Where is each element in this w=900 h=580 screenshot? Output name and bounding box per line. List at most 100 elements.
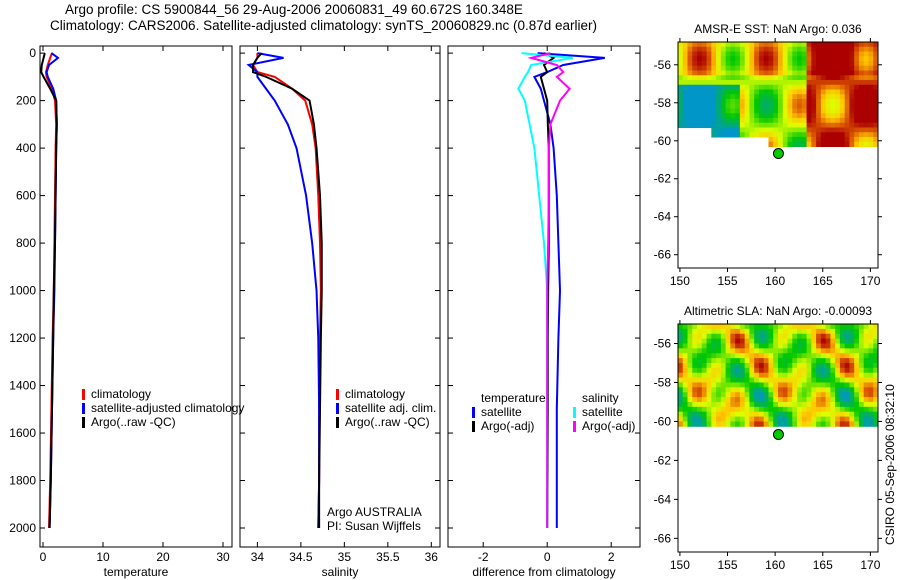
map-cell xyxy=(716,127,722,133)
map-cell xyxy=(806,103,812,110)
series-line-temperature-satellite xyxy=(532,52,605,529)
map-cell xyxy=(768,51,774,57)
map-cell xyxy=(801,127,808,133)
map-cell xyxy=(735,387,741,393)
map-cell xyxy=(739,406,746,413)
map-cell xyxy=(849,84,855,91)
map-cell xyxy=(868,56,874,62)
map-cell xyxy=(873,103,879,110)
map-cell xyxy=(835,387,841,393)
map-cell xyxy=(768,343,774,349)
map-cell xyxy=(844,377,850,383)
map-cell xyxy=(782,108,789,114)
map-cell xyxy=(697,328,703,335)
map-cell xyxy=(801,94,808,100)
map-cell xyxy=(778,108,784,114)
map-cell xyxy=(749,46,755,53)
map-cell xyxy=(758,362,765,369)
map-cell xyxy=(844,56,850,62)
map-cell xyxy=(820,117,827,124)
map-cell xyxy=(830,353,836,359)
map-cell xyxy=(849,358,855,364)
map-cell xyxy=(758,113,765,119)
map-cell xyxy=(863,122,869,129)
map-cell xyxy=(720,343,727,349)
map-cell xyxy=(863,416,869,422)
map-cell xyxy=(825,382,831,388)
map-cell xyxy=(711,333,717,340)
map-cell xyxy=(782,353,789,359)
map-cell xyxy=(830,333,836,340)
map-cell xyxy=(773,338,779,344)
map-cell xyxy=(792,333,798,340)
map-cell xyxy=(720,392,727,398)
map-cell xyxy=(706,108,712,114)
map-cell xyxy=(792,42,798,48)
plot-frame xyxy=(39,45,233,548)
map-cell xyxy=(720,328,727,335)
map-cell xyxy=(739,117,746,124)
map-cell xyxy=(678,324,684,330)
map-cell xyxy=(839,132,846,138)
map-cell xyxy=(682,367,689,374)
map-cell xyxy=(873,421,879,427)
map-cell xyxy=(792,56,798,62)
map-cell xyxy=(692,46,698,53)
map-cell xyxy=(782,103,789,110)
map-cell xyxy=(830,397,836,403)
map-cell xyxy=(868,94,874,100)
map-cell xyxy=(725,60,731,67)
x-tick-label: 0 xyxy=(544,550,551,564)
map-cell xyxy=(773,411,779,418)
map-cell xyxy=(744,324,750,330)
map-cell xyxy=(725,84,731,91)
map-cell xyxy=(801,421,808,427)
map-cell xyxy=(739,127,746,133)
map-cell xyxy=(858,94,865,100)
map-cell xyxy=(720,132,727,138)
map-cell xyxy=(811,358,817,364)
map-cell xyxy=(711,42,717,48)
map-cell xyxy=(782,377,789,383)
map-cell xyxy=(854,401,860,408)
map-cell xyxy=(839,382,846,388)
map-cell xyxy=(701,362,708,369)
map-cell xyxy=(687,56,693,62)
map-cell xyxy=(701,122,708,129)
map-cell xyxy=(758,42,765,48)
map-cell xyxy=(744,94,750,100)
map-cell xyxy=(701,411,708,418)
map-cell xyxy=(820,416,827,422)
map-cell xyxy=(816,122,822,129)
map-cell xyxy=(687,84,693,91)
map-cell xyxy=(820,136,827,143)
y-tick-label: -62 xyxy=(654,172,672,186)
map-cell xyxy=(701,416,708,422)
map-cell xyxy=(830,127,836,133)
map-cell xyxy=(768,84,774,91)
map-cell xyxy=(806,113,812,119)
map-cell xyxy=(849,353,855,359)
annotation-text: Argo AUSTRALIA xyxy=(327,505,422,519)
map-cell xyxy=(868,65,874,72)
legend-label: climatology xyxy=(91,387,151,401)
map-cell xyxy=(858,60,865,67)
legend-swatch xyxy=(82,389,85,400)
map-cell xyxy=(844,338,850,344)
map-cell xyxy=(701,392,708,398)
map-cell xyxy=(835,348,841,354)
map-cell xyxy=(716,401,722,408)
map-cell xyxy=(806,377,812,383)
map-cell xyxy=(825,56,831,62)
map-cell xyxy=(778,401,784,408)
map-cell xyxy=(735,46,741,53)
y-tick-label: -62 xyxy=(654,453,672,467)
map-cell xyxy=(697,392,703,398)
map-cell xyxy=(873,382,879,388)
map-cell xyxy=(868,98,874,105)
map-cell xyxy=(858,117,865,124)
map-cell xyxy=(839,372,846,379)
map-cell xyxy=(830,113,836,119)
map-cell xyxy=(773,103,779,110)
map-cell xyxy=(787,348,793,354)
